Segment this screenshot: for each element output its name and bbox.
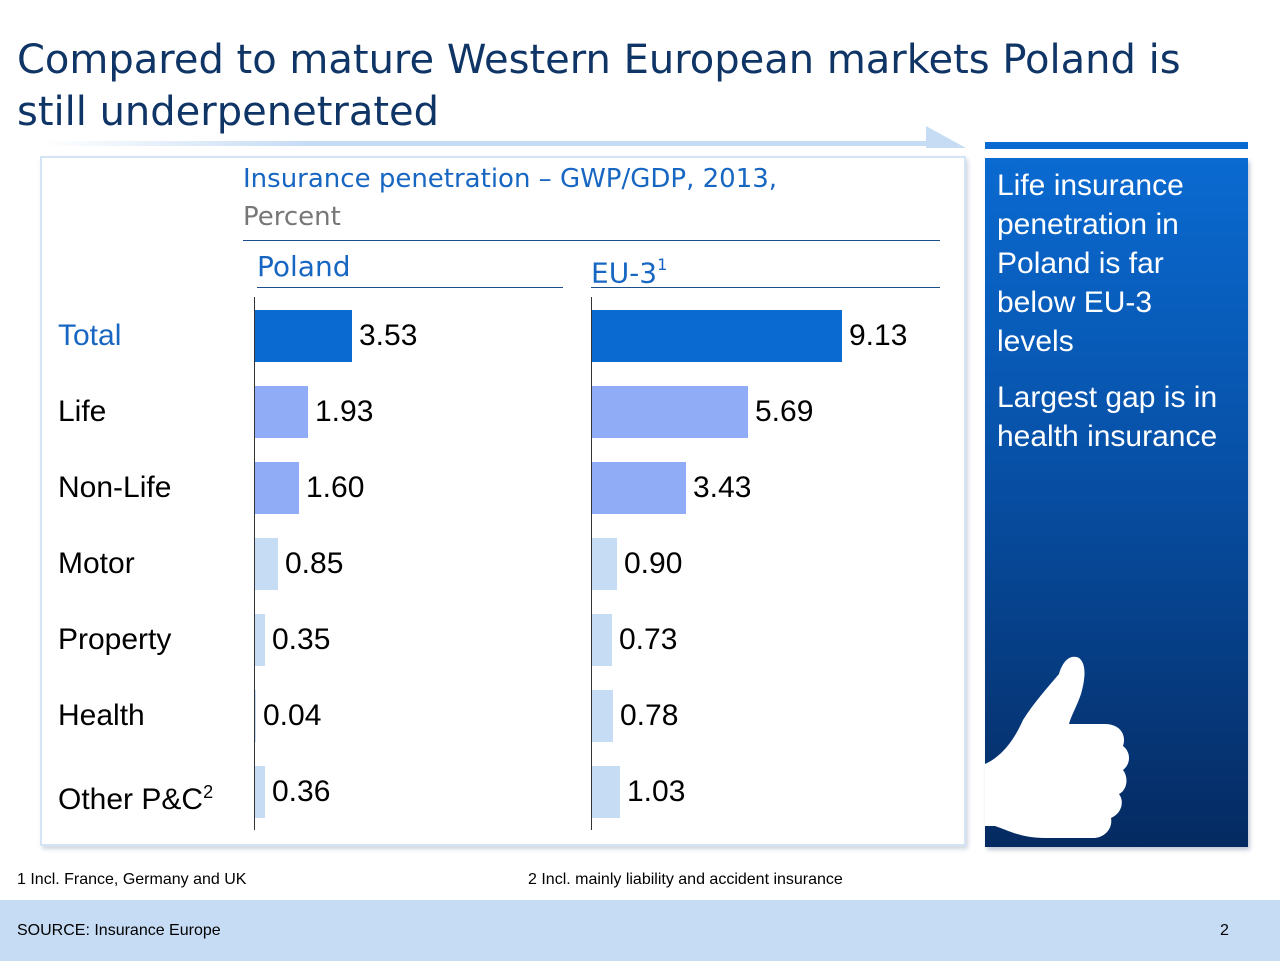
chart-title-text: Insurance penetration – GWP/GDP, 2013, xyxy=(243,164,778,194)
thumbs-up-icon xyxy=(985,656,1129,838)
panel-header-poland-label: Poland xyxy=(257,250,351,283)
data-label-eu3: 1.03 xyxy=(627,775,686,808)
bar-eu3 xyxy=(592,614,612,666)
bar-eu3 xyxy=(592,538,617,590)
side-panel-rule xyxy=(985,142,1248,149)
footnote-1: 1 Incl. France, Germany and UK xyxy=(17,871,247,888)
bar-eu3 xyxy=(592,766,620,818)
slide-title: Compared to mature Western European mark… xyxy=(17,37,1181,135)
panel-header-eu3-label: EU-3 xyxy=(591,256,658,290)
panel-rule-poland xyxy=(257,287,563,288)
category-label: Life xyxy=(58,392,106,432)
source-note: SOURCE: Insurance Europe xyxy=(17,922,221,939)
bar-eu3 xyxy=(592,462,686,514)
data-label-poland: 0.35 xyxy=(272,623,331,656)
bar-poland xyxy=(255,690,256,742)
data-label-poland: 3.53 xyxy=(359,319,418,352)
data-label-eu3: 9.13 xyxy=(849,319,908,352)
bar-poland xyxy=(255,766,265,818)
category-label: Motor xyxy=(58,544,135,584)
bar-poland xyxy=(255,386,308,438)
chart-frame xyxy=(40,156,966,846)
data-label-eu3: 0.90 xyxy=(624,547,683,580)
category-label-text: Motor xyxy=(58,547,135,580)
axis-eu3 xyxy=(591,297,592,830)
footer-band xyxy=(0,900,1280,961)
category-label: Health xyxy=(58,696,145,736)
chart-title: Insurance penetration – GWP/GDP, 2013, P… xyxy=(243,160,943,236)
bar-eu3 xyxy=(592,310,842,362)
bar-poland xyxy=(255,310,352,362)
category-label-text: Non-Life xyxy=(58,471,172,504)
category-label: Non-Life xyxy=(58,468,171,508)
category-label: Other P&C2 xyxy=(58,772,213,820)
data-label-poland: 0.36 xyxy=(272,775,331,808)
data-label-poland: 0.04 xyxy=(263,699,322,732)
category-label: Property xyxy=(58,620,171,660)
data-label-eu3: 0.78 xyxy=(620,699,679,732)
category-label-text: Life xyxy=(58,395,107,428)
panel-rule-eu3 xyxy=(591,287,940,288)
bar-eu3 xyxy=(592,690,613,742)
axis-poland xyxy=(254,297,255,830)
bar-poland xyxy=(255,614,265,666)
title-rule xyxy=(40,141,940,146)
panel-header-eu3: EU-31 xyxy=(591,248,667,292)
panel-header-eu3-footnote: 1 xyxy=(657,255,668,274)
category-label-text: Property xyxy=(58,623,172,656)
data-label-poland: 1.60 xyxy=(306,471,365,504)
category-footnote: 2 xyxy=(203,782,214,802)
category-label: Total xyxy=(58,316,121,356)
footnote-2: 2 Incl. mainly liability and accident in… xyxy=(528,871,843,888)
page-number: 2 xyxy=(1220,922,1229,939)
chart-header-rule xyxy=(243,240,940,241)
category-label-text: Total xyxy=(58,319,122,352)
data-label-eu3: 3.43 xyxy=(693,471,752,504)
category-label-text: Other P&C xyxy=(58,783,204,816)
bar-eu3 xyxy=(592,386,748,438)
bar-poland xyxy=(255,538,278,590)
bar-poland xyxy=(255,462,299,514)
title-arrow xyxy=(926,126,966,148)
data-label-eu3: 0.73 xyxy=(619,623,678,656)
data-label-poland: 0.85 xyxy=(285,547,344,580)
side-point-2: Largest gap is in health insurance xyxy=(997,381,1218,453)
panel-header-poland: Poland xyxy=(257,248,350,286)
chart-subtitle: Percent xyxy=(243,202,341,232)
side-point-1: Life insurance penetration in Poland is … xyxy=(997,169,1184,358)
data-label-poland: 1.93 xyxy=(315,395,374,428)
data-label-eu3: 5.69 xyxy=(755,395,814,428)
category-label-text: Health xyxy=(58,699,145,732)
